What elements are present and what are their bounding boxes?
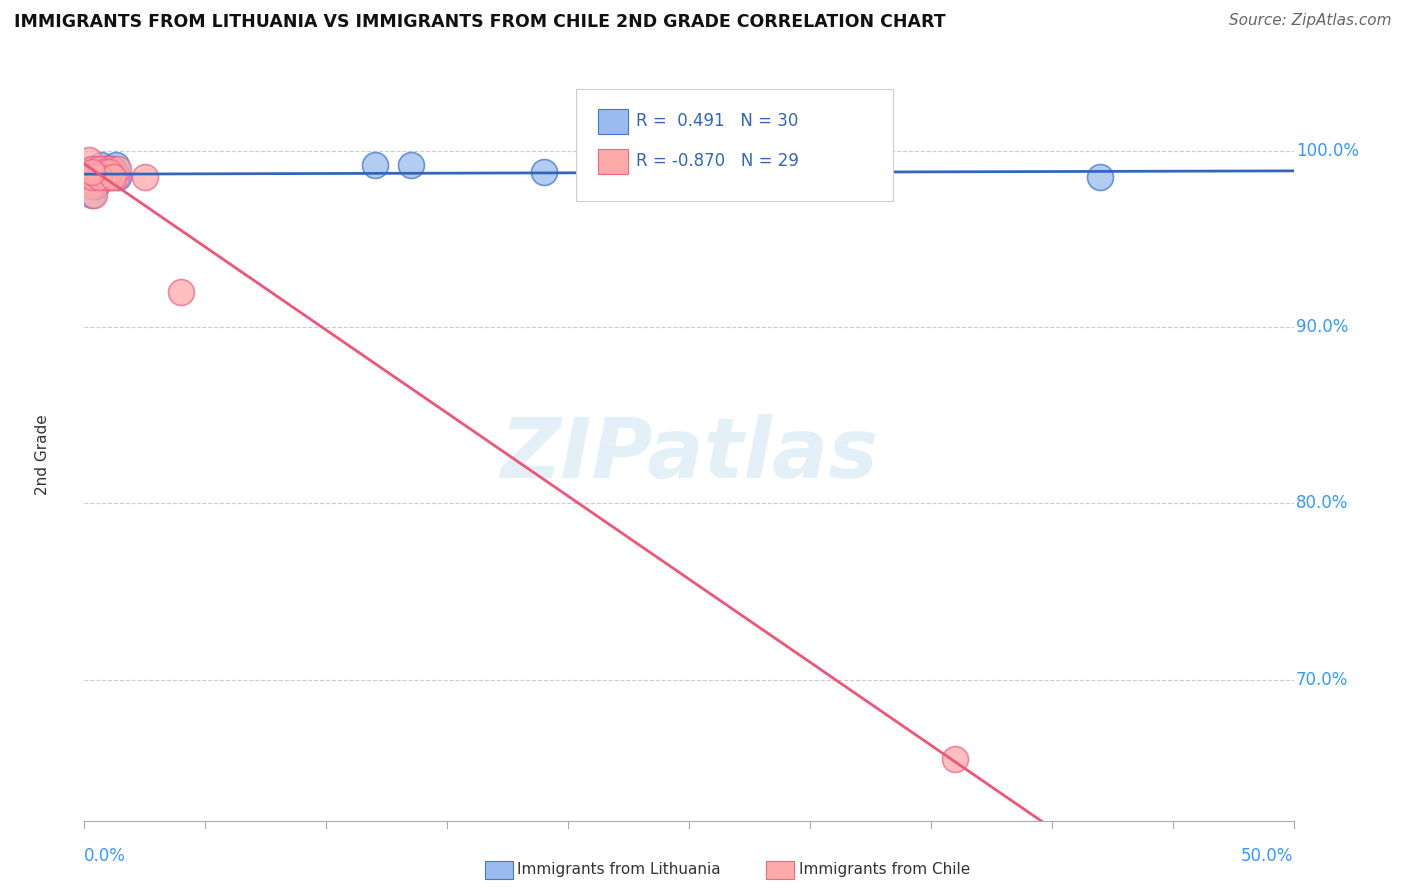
Text: 0.0%: 0.0%: [84, 847, 127, 865]
Point: [103, 170, 125, 185]
Point: [94, 161, 117, 176]
Point: [134, 170, 156, 185]
Point: [104, 170, 127, 185]
Point: [90, 170, 112, 185]
Point: [170, 285, 193, 299]
Point: [86, 161, 108, 176]
Point: [80, 176, 103, 190]
Text: Immigrants from Lithuania: Immigrants from Lithuania: [517, 863, 721, 877]
Point: [94, 170, 117, 185]
Point: [87, 161, 110, 176]
Point: [93, 165, 115, 179]
Text: 90.0%: 90.0%: [1296, 318, 1348, 336]
Point: [83, 188, 105, 202]
Text: IMMIGRANTS FROM LITHUANIA VS IMMIGRANTS FROM CHILE 2ND GRADE CORRELATION CHART: IMMIGRANTS FROM LITHUANIA VS IMMIGRANTS …: [14, 13, 946, 31]
Point: [86, 170, 108, 185]
Point: [80, 188, 103, 202]
Point: [80, 161, 103, 176]
Point: [77, 153, 100, 167]
Point: [83, 165, 105, 179]
Point: [363, 158, 385, 172]
Text: 2nd Grade: 2nd Grade: [35, 415, 49, 495]
Point: [93, 161, 115, 176]
Text: 70.0%: 70.0%: [1296, 671, 1348, 689]
Point: [86, 165, 108, 179]
Text: R =  0.491   N = 30: R = 0.491 N = 30: [636, 112, 797, 130]
Point: [87, 170, 110, 185]
Point: [86, 179, 108, 194]
Point: [87, 170, 110, 185]
Text: Immigrants from Chile: Immigrants from Chile: [799, 863, 970, 877]
Point: [100, 165, 122, 179]
Point: [943, 752, 966, 766]
Point: [533, 165, 555, 179]
Text: 80.0%: 80.0%: [1296, 494, 1348, 512]
Point: [80, 165, 103, 179]
Point: [107, 161, 129, 176]
Point: [86, 170, 108, 185]
Point: [87, 170, 110, 185]
Point: [100, 165, 122, 179]
Point: [97, 170, 120, 185]
Point: [90, 170, 112, 185]
Point: [97, 165, 120, 179]
Text: Source: ZipAtlas.com: Source: ZipAtlas.com: [1229, 13, 1392, 29]
Point: [83, 165, 105, 179]
Point: [80, 161, 103, 176]
Point: [90, 170, 112, 185]
Point: [77, 170, 100, 185]
Point: [90, 158, 112, 172]
Point: [93, 161, 115, 176]
Point: [94, 170, 117, 185]
Point: [87, 161, 110, 176]
Point: [97, 161, 120, 176]
Point: [107, 170, 129, 185]
Point: [97, 161, 120, 176]
Point: [103, 165, 125, 179]
Point: [104, 158, 127, 172]
Point: [399, 158, 422, 172]
Point: [94, 170, 117, 185]
Text: 50.0%: 50.0%: [1241, 847, 1294, 865]
Text: ZIPatlas: ZIPatlas: [501, 415, 877, 495]
Text: 100.0%: 100.0%: [1296, 142, 1360, 160]
Point: [80, 170, 103, 185]
Point: [83, 179, 105, 194]
Text: R = -0.870   N = 29: R = -0.870 N = 29: [636, 153, 799, 170]
Point: [103, 161, 125, 176]
Point: [103, 161, 125, 176]
Point: [1088, 170, 1111, 185]
Point: [87, 170, 110, 185]
Point: [100, 170, 122, 185]
Point: [93, 165, 115, 179]
Point: [86, 170, 108, 185]
Point: [80, 179, 103, 194]
